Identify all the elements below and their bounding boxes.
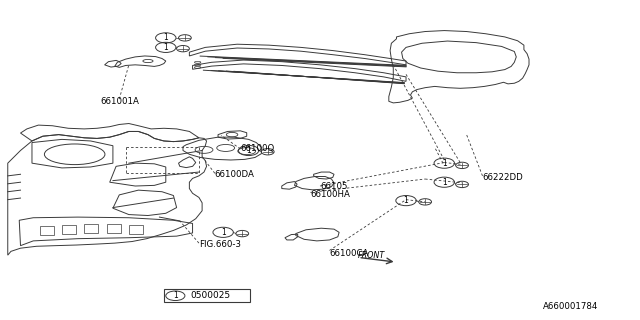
Bar (129, 225, 143, 234)
Bar (40, 226, 54, 235)
Text: 66100Q: 66100Q (241, 144, 275, 153)
Text: FIG.660-3: FIG.660-3 (199, 240, 241, 249)
Text: 1: 1 (173, 291, 178, 300)
Bar (62, 225, 76, 234)
Text: 1: 1 (442, 159, 447, 168)
Text: 1: 1 (246, 146, 251, 155)
Text: 66222DD: 66222DD (483, 173, 524, 182)
Text: 1: 1 (404, 196, 408, 205)
Text: FRONT: FRONT (358, 251, 385, 260)
Text: 66105: 66105 (320, 182, 348, 191)
Bar (164, 289, 250, 302)
Text: A660001784: A660001784 (543, 302, 598, 311)
Text: 0500025: 0500025 (191, 291, 231, 300)
Text: 661001A: 661001A (100, 97, 139, 106)
Text: 1: 1 (163, 43, 168, 52)
Text: 66100HA: 66100HA (310, 190, 350, 199)
Text: 66100CA: 66100CA (330, 249, 369, 258)
Text: 66100DA: 66100DA (215, 170, 255, 179)
Text: 1: 1 (163, 33, 168, 42)
Text: 1: 1 (221, 228, 225, 237)
Bar (106, 224, 120, 233)
Text: 1: 1 (442, 178, 447, 187)
Bar (84, 224, 99, 233)
